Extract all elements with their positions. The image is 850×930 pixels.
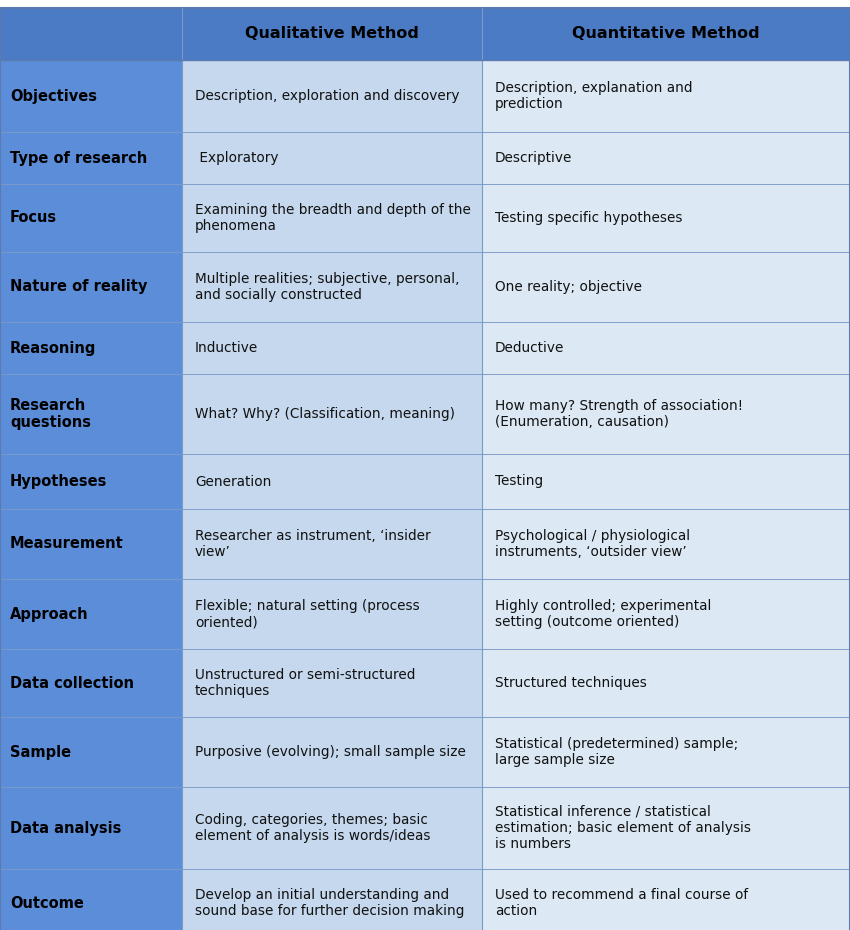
Text: Purposive (evolving); small sample size: Purposive (evolving); small sample size [195, 745, 466, 759]
Bar [482, 717, 850, 787]
Text: Description, exploration and discovery: Description, exploration and discovery [195, 89, 460, 103]
Text: Exploratory: Exploratory [195, 151, 279, 165]
Bar [482, 322, 850, 374]
Text: Data collection: Data collection [10, 675, 134, 690]
Text: Flexible; natural setting (process
oriented): Flexible; natural setting (process orien… [195, 599, 420, 629]
Text: Deductive: Deductive [495, 341, 564, 355]
Text: Generation: Generation [195, 474, 271, 488]
Text: Measurement: Measurement [10, 537, 124, 551]
Bar [0, 132, 182, 184]
Text: Highly controlled; experimental
setting (outcome oriented): Highly controlled; experimental setting … [495, 599, 711, 629]
Bar [0, 787, 182, 869]
Text: Focus: Focus [10, 210, 57, 225]
Bar [0, 60, 182, 132]
Text: Structured techniques: Structured techniques [495, 676, 647, 690]
Bar [482, 509, 850, 579]
Bar [182, 579, 482, 649]
Bar [182, 454, 482, 509]
Text: Used to recommend a final course of
action: Used to recommend a final course of acti… [495, 888, 748, 918]
Bar [482, 374, 850, 454]
Text: Outcome: Outcome [10, 896, 84, 910]
Text: Testing specific hypotheses: Testing specific hypotheses [495, 211, 683, 225]
Bar [182, 374, 482, 454]
Text: Hypotheses: Hypotheses [10, 474, 107, 489]
Text: Multiple realities; subjective, personal,
and socially constructed: Multiple realities; subjective, personal… [195, 272, 460, 302]
Text: What? Why? (Classification, meaning): What? Why? (Classification, meaning) [195, 407, 455, 421]
Text: Unstructured or semi-structured
techniques: Unstructured or semi-structured techniqu… [195, 668, 416, 698]
Text: How many? Strength of association!
(Enumeration, causation): How many? Strength of association! (Enum… [495, 399, 743, 429]
Bar [182, 252, 482, 322]
Text: Description, explanation and
prediction: Description, explanation and prediction [495, 81, 693, 111]
Text: Researcher as instrument, ‘insider
view’: Researcher as instrument, ‘insider view’ [195, 529, 431, 559]
Text: Nature of reality: Nature of reality [10, 280, 147, 295]
Bar [0, 374, 182, 454]
Bar [182, 8, 482, 60]
Bar [0, 579, 182, 649]
Text: Approach: Approach [10, 606, 88, 621]
Text: Examining the breadth and depth of the
phenomena: Examining the breadth and depth of the p… [195, 203, 471, 233]
Bar [0, 252, 182, 322]
Bar [0, 509, 182, 579]
Bar [482, 8, 850, 60]
Bar [0, 717, 182, 787]
Text: Develop an initial understanding and
sound base for further decision making: Develop an initial understanding and sou… [195, 888, 464, 918]
Bar [0, 322, 182, 374]
Bar [182, 132, 482, 184]
Text: Qualitative Method: Qualitative Method [245, 26, 419, 42]
Bar [482, 454, 850, 509]
Bar [182, 649, 482, 717]
Text: Inductive: Inductive [195, 341, 258, 355]
Text: Type of research: Type of research [10, 151, 147, 166]
Bar [0, 649, 182, 717]
Bar [482, 787, 850, 869]
Text: Sample: Sample [10, 745, 71, 760]
Text: Reasoning: Reasoning [10, 340, 96, 355]
Bar [0, 454, 182, 509]
Bar [482, 649, 850, 717]
Text: Quantitative Method: Quantitative Method [572, 26, 760, 42]
Bar [182, 717, 482, 787]
Bar [482, 579, 850, 649]
Text: Descriptive: Descriptive [495, 151, 572, 165]
Text: Statistical (predetermined) sample;
large sample size: Statistical (predetermined) sample; larg… [495, 737, 739, 767]
Text: One reality; objective: One reality; objective [495, 280, 642, 294]
Text: Objectives: Objectives [10, 88, 97, 103]
Bar [482, 60, 850, 132]
Bar [182, 184, 482, 252]
Bar [182, 60, 482, 132]
Text: Data analysis: Data analysis [10, 820, 122, 835]
Text: Statistical inference / statistical
estimation; basic element of analysis
is num: Statistical inference / statistical esti… [495, 804, 751, 851]
Bar [482, 252, 850, 322]
Bar [182, 787, 482, 869]
Bar [182, 509, 482, 579]
Text: Testing: Testing [495, 474, 543, 488]
Bar [0, 869, 182, 930]
Bar [482, 869, 850, 930]
Bar [182, 869, 482, 930]
Text: Psychological / physiological
instruments, ‘outsider view’: Psychological / physiological instrument… [495, 529, 690, 559]
Bar [0, 8, 182, 60]
Bar [482, 132, 850, 184]
Bar [182, 322, 482, 374]
Bar [482, 184, 850, 252]
Bar [0, 184, 182, 252]
Text: Coding, categories, themes; basic
element of analysis is words/ideas: Coding, categories, themes; basic elemen… [195, 813, 430, 844]
Text: Research
questions: Research questions [10, 398, 91, 431]
